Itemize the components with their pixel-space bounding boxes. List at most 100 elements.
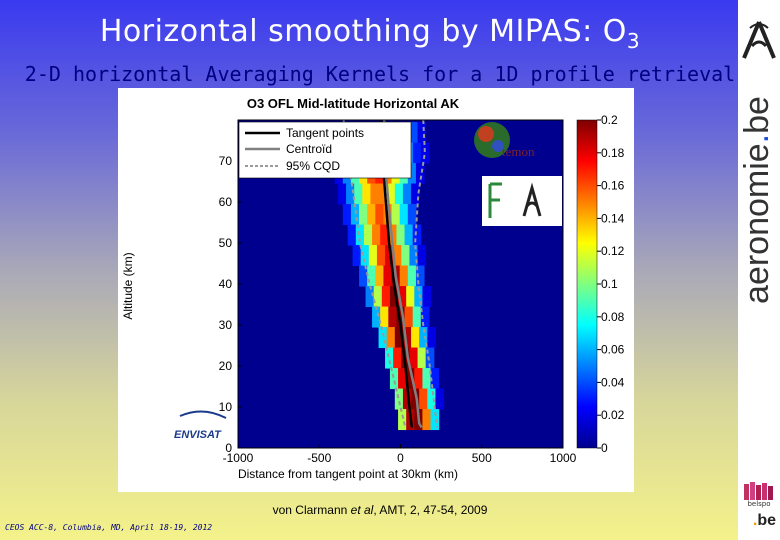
heatmap-cell-13-2 xyxy=(411,388,420,410)
belspo-label: belspo xyxy=(747,500,771,508)
f-glyph-icon xyxy=(488,182,502,218)
heatmap-cell-10-0 xyxy=(378,327,388,349)
heatmap-cell-5-7 xyxy=(404,224,414,246)
heatmap-cell-8-3 xyxy=(389,286,399,308)
heatmap-cell-9-3 xyxy=(396,306,406,328)
heatmap-cell-10-1 xyxy=(386,327,396,349)
heatmap-cell-4-3 xyxy=(367,204,376,226)
colorbar-tick-label-6: 0.12 xyxy=(601,244,625,258)
temis-logo: temon xyxy=(474,122,535,159)
heatmap-cell-4-1 xyxy=(350,204,360,226)
heatmap-cell-8-5 xyxy=(406,286,415,308)
heatmap-cell-3-5 xyxy=(378,183,388,205)
envisat-logo: ENVISAT xyxy=(174,410,227,441)
globe-highlight-icon xyxy=(478,126,494,142)
y-tick-label-0: 0 xyxy=(225,441,232,455)
heatmap-cell-3-6 xyxy=(386,183,396,205)
slide-subtitle: 2-D horizontal Averaging Kernels for a 1… xyxy=(24,62,736,86)
aeronomie-be-wordmark: aeronomie.be xyxy=(738,50,778,350)
legend-entry-tangent: Tangent points xyxy=(286,126,364,140)
heatmap-cell-12-2 xyxy=(406,368,415,390)
heatmap-cell-13-1 xyxy=(402,388,412,410)
heatmap-cell-13-4 xyxy=(427,388,436,410)
envisat-logo-label: ENVISAT xyxy=(174,429,222,441)
heatmap-cell-6-0 xyxy=(352,245,362,267)
slide-footer: CEOS ACC-8, Columbia, MD, April 18-19, 2… xyxy=(5,523,213,532)
x-tick-label-4: 1000 xyxy=(550,451,577,465)
x-axis-label: Distance from tangent point at 30km (km) xyxy=(238,467,458,481)
a-glyph-icon xyxy=(522,182,542,217)
heatmap-cell-14-3 xyxy=(422,409,432,431)
heatmap-cell-10-4 xyxy=(411,327,420,349)
colorbar-tick-label-2: 0.04 xyxy=(601,375,625,389)
heatmap-cell-8-1 xyxy=(373,286,383,308)
cqd-right-line xyxy=(414,120,439,428)
heatmap-cell-11-0 xyxy=(385,347,394,369)
heatmap-cell-3-0 xyxy=(337,183,347,205)
heatmap-cell-6-7 xyxy=(409,245,419,267)
y-tick-label-1: 10 xyxy=(219,400,233,414)
heatmap-cell-0-11 xyxy=(417,122,427,144)
x-tick-label-2: 0 xyxy=(397,451,404,465)
citation-etal: et al xyxy=(350,503,374,517)
colorbar-tick-label-4: 0.08 xyxy=(601,310,625,324)
heatmap-cell-2-9 xyxy=(407,163,417,185)
heatmap-cell-7-3 xyxy=(383,265,393,287)
wordmark-dot: . xyxy=(738,133,776,144)
heatmap-cell-3-2 xyxy=(354,183,363,205)
heatmap-cell-9-5 xyxy=(412,306,422,328)
heatmap-cell-12-3 xyxy=(414,368,423,390)
heatmap-cell-3-8 xyxy=(402,183,412,205)
colorbar-tick-label-3: 0.06 xyxy=(601,343,625,357)
heatmap-cell-12-5 xyxy=(430,368,440,390)
heatmap-cell-11-4 xyxy=(417,347,427,369)
citation-authors: von Clarmann xyxy=(272,503,351,517)
heatmap-cell-12-1 xyxy=(398,368,407,390)
heatmap-cell-8-2 xyxy=(381,286,391,308)
heatmap-cell-2-10 xyxy=(415,163,425,185)
legend: Tangent points Centroïd 95% CQD xyxy=(238,121,412,179)
processor-note: MIPAS processor settings ESA IPF 4.61/no… xyxy=(182,478,474,492)
colorbar-tick-label-8: 0.16 xyxy=(601,179,625,193)
heatmap-cell-6-5 xyxy=(393,245,402,267)
heatmap-cell-4-8 xyxy=(407,204,417,226)
colorbar-tick-label-5: 0.1 xyxy=(601,277,618,291)
heatmap-cell-6-8 xyxy=(417,245,427,267)
heatmap-cell-10-2 xyxy=(394,327,404,349)
heatmap-cell-4-0 xyxy=(342,204,352,226)
y-axis-ticks: 0 10 20 30 40 50 60 70 xyxy=(219,154,242,455)
fa-logo xyxy=(482,176,562,226)
heatmap-cell-7-5 xyxy=(399,265,409,287)
heatmap-cell-8-4 xyxy=(398,286,407,308)
heatmap-cell-5-0 xyxy=(347,224,357,246)
heatmap-cell-5-3 xyxy=(372,224,381,246)
colorbar-tick-label-9: 0.18 xyxy=(601,146,625,160)
heatmap-cell-11-1 xyxy=(393,347,402,369)
heatmap-cell-6-6 xyxy=(401,245,410,267)
heatmap-cell-14-4 xyxy=(430,409,440,431)
heatmap-cell-13-5 xyxy=(435,388,445,410)
heatmap-cell-4-2 xyxy=(359,204,368,226)
heatmap-cell-4-7 xyxy=(399,204,409,226)
y-tick-label-3: 30 xyxy=(219,318,233,332)
wordmark-part2: be xyxy=(738,96,776,134)
heatmap-cell-3-9 xyxy=(411,183,420,205)
citation-journal: , AMT, 2, 47-54, 2009 xyxy=(373,503,488,517)
heatmap-cell-13-3 xyxy=(419,388,428,410)
heatmap-cell-0-10 xyxy=(409,122,419,144)
centroid-line xyxy=(383,120,423,429)
heatmap-cell-11-5 xyxy=(425,347,435,369)
heatmap-cell-4-6 xyxy=(391,204,401,226)
be-logo-dot: . xyxy=(752,512,758,529)
x-tick-label-3: 500 xyxy=(472,451,492,465)
colorbar-tick-label-0: 0 xyxy=(601,441,608,455)
figure-panel: -1000 -500 0 500 1000 0 10 20 30 40 50 60 70 O3 OFL… xyxy=(118,88,634,492)
heatmap-cell-4-4 xyxy=(375,204,384,226)
slide-title: Horizontal smoothing by MIPAS: O3 xyxy=(0,14,740,53)
heatmap-cell-7-0 xyxy=(359,265,368,287)
y-tick-label-7: 70 xyxy=(219,154,233,168)
slide-title-subscript: 3 xyxy=(626,29,641,53)
heatmap-cell-10-5 xyxy=(419,327,428,349)
colorbar-tick-label-1: 0.02 xyxy=(601,408,625,422)
heatmap-cell-7-6 xyxy=(407,265,417,287)
